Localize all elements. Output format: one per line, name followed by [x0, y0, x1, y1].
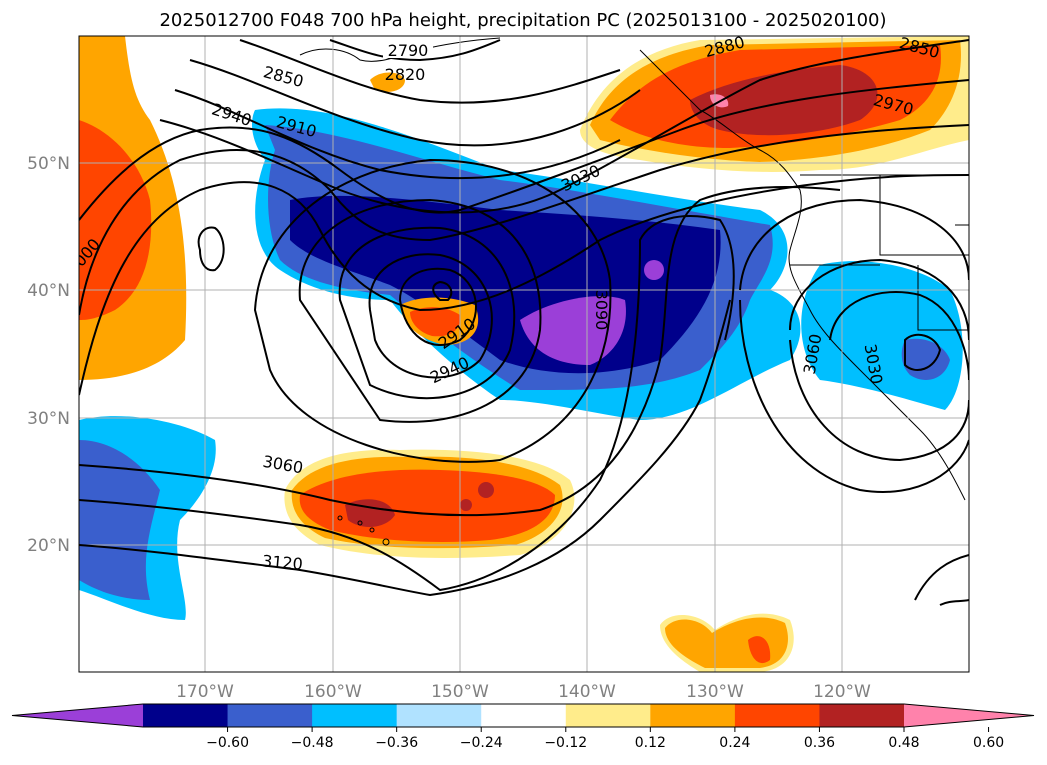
colorbar-extend-high [904, 704, 1034, 727]
lat-tick: 20°N [27, 536, 70, 556]
colorbar-swatch [650, 704, 736, 727]
colorbar-extend-low [12, 704, 143, 727]
colorbar-swatch [734, 704, 820, 727]
contour-label-3120: 3120 [261, 551, 303, 573]
map-frame [78, 35, 970, 673]
colorbar-tick-label: 0.24 [719, 735, 750, 751]
colorbar-swatch [312, 704, 398, 727]
height-contours [79, 39, 969, 606]
colorbar-tick-label: −0.48 [291, 735, 334, 751]
lon-tick: 150°W [431, 682, 489, 702]
precip-positive-northeast [580, 36, 969, 172]
precip-positive-hawaii [284, 449, 575, 558]
colorbar-tick-label: −0.60 [206, 735, 249, 751]
lat-tick: 30°N [27, 409, 70, 429]
figure-title: 2025012700 F048 700 hPa height, precipit… [159, 10, 886, 31]
colorbar-swatch [819, 704, 905, 727]
colorbar-tick-label: −0.12 [544, 735, 587, 751]
colorbar-swatch [481, 704, 567, 727]
colorbar-swatch [565, 704, 651, 727]
contour-label-2790: 2790 [388, 41, 429, 60]
colorbar-tick-label: −0.24 [460, 735, 503, 751]
lon-tick: 130°W [686, 682, 744, 702]
lat-tick: 50°N [27, 154, 70, 174]
map-panel: 2790 2820 2850 2850 2880 2940 2910 2970 … [79, 36, 969, 672]
colorbar-tick-label: −0.36 [375, 735, 418, 751]
colorbar-tick-label: 0.48 [888, 735, 919, 751]
colorbar-swatch [227, 704, 313, 727]
lon-tick: 170°W [176, 682, 234, 702]
lat-tick-labels: 50°N 40°N 30°N 20°N [27, 154, 70, 556]
hawaii-islands [337, 515, 390, 546]
lon-tick: 160°W [304, 682, 362, 702]
graticule [79, 36, 969, 672]
precip-positive-west [79, 36, 187, 380]
colorbar-tick-label: 0.12 [635, 735, 666, 751]
colorbar-swatch [396, 704, 482, 727]
lat-tick: 40°N [27, 281, 70, 301]
precip-positive-south [660, 613, 794, 672]
lon-tick: 140°W [558, 682, 616, 702]
contour-label-3090: 3090 [592, 290, 611, 331]
precip-positive-alaska [370, 72, 405, 92]
lon-tick-labels: 170°W 160°W 150°W 140°W 130°W 120°W [176, 682, 871, 702]
colorbar-tick-label: 0.36 [804, 735, 835, 751]
colorbar: −0.60 −0.48 −0.36 −0.24 −0.12 0.12 0.24 0.36 0.4… [11, 703, 1035, 751]
colorbar-tick-label: 0.60 [973, 735, 1004, 751]
contour-label-2820: 2820 [385, 65, 426, 84]
colorbar-swatch [143, 704, 229, 727]
lon-tick: 120°W [813, 682, 871, 702]
colorbar-outline [11, 703, 1035, 728]
